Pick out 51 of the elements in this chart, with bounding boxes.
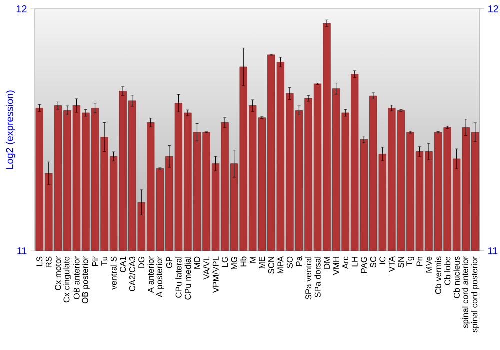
x-tick-label: LH (352, 257, 358, 267)
x-tick-label: CPu lateral (176, 257, 182, 298)
x-tick-label: MG (231, 257, 238, 270)
x-tick-label: SPa ventral (305, 257, 312, 300)
x-tick-label: VTA (389, 256, 395, 272)
x-tick-label: GP (166, 256, 172, 268)
x-tick-label: LS (36, 256, 43, 266)
x-tick-label: SO (286, 256, 293, 268)
x-tick-label: MPA (278, 256, 284, 274)
x-tick-label: Pir (92, 256, 98, 266)
y2-tick-label: 12 (488, 6, 498, 12)
x-tick-label: VA/VL (203, 256, 210, 280)
x-tick-label: Tu (102, 257, 108, 266)
x-tick-label: MVe (426, 256, 432, 273)
x-tick-label: spinal cord posterior (471, 256, 480, 332)
x-tick-label: Tg (406, 256, 414, 266)
x-tick-label: Cx motor (55, 256, 62, 290)
x-tick-label: ventral S (110, 256, 117, 290)
x-tick-label: Cx cingulate (63, 256, 72, 303)
x-tick-label: Cb vermis (435, 256, 442, 294)
x-tick-label: RS (46, 256, 52, 268)
x-tick-label: SC (370, 256, 376, 268)
x-tick-label: A posterior (156, 256, 164, 298)
x-tick-label: A anterior (148, 256, 154, 294)
x-tick-label: CA2/CA3 (129, 256, 136, 292)
x-tick-label: spinal cord anterior (462, 256, 470, 328)
x-tick-label: M (250, 257, 256, 263)
x-tick-label: Pa (296, 256, 302, 266)
x-tick-label: LG (222, 257, 228, 268)
y2-tick-label: 11 (488, 248, 498, 254)
x-tick-label: Pn (416, 257, 423, 266)
x-tick-label: PAG (361, 257, 368, 274)
x-tick-label: VMH (333, 257, 340, 276)
x-tick-label: CA1 (120, 256, 126, 272)
x-tick-label: Cb nucleus (454, 256, 460, 298)
x-tick-label: Hb (240, 256, 247, 267)
x-tick-label: Cb lobe (444, 256, 451, 286)
x-tick-label: SPa dorsal (314, 257, 321, 298)
x-tick-label: ME (259, 256, 266, 268)
y-axis-title: Log2 (expression) (6, 90, 16, 170)
x-tick-label: IC (380, 256, 386, 264)
x-tick-label: VPM/VPL (212, 256, 219, 294)
x-tick-label: MD (194, 256, 200, 269)
x-tick-label: Arc (342, 256, 349, 270)
x-tick-label: OB anterior (74, 256, 80, 300)
x-tick-label: DM (324, 257, 330, 269)
x-tick-label: DG (138, 257, 145, 268)
x-tick-label: SCN (268, 257, 274, 274)
x-tick-label: CPu medial (184, 257, 192, 300)
x-tick-label: SN (398, 257, 404, 268)
x-tick-label: OB posterior (82, 256, 90, 304)
